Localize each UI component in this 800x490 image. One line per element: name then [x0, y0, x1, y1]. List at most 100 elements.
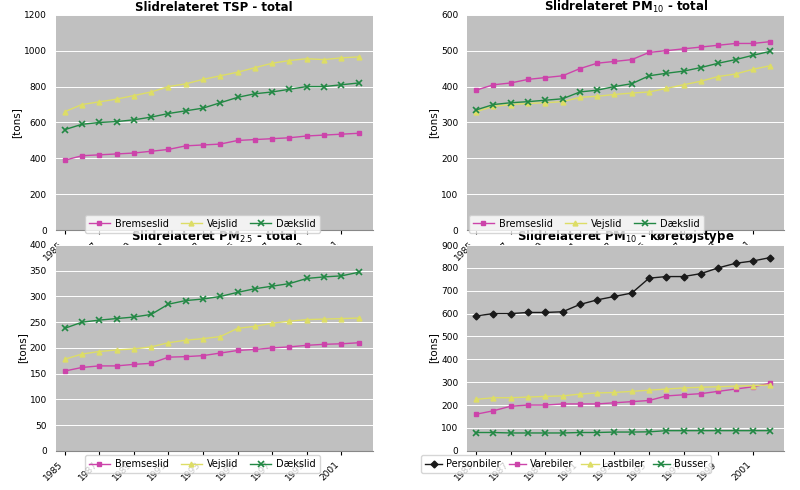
Dækslid	[354, 270, 363, 275]
Vejslid	[354, 315, 363, 321]
Vejslid	[198, 336, 208, 342]
Personbiler	[679, 273, 689, 279]
Bremseslid	[627, 57, 637, 63]
Dækslid	[319, 274, 329, 280]
Bremseslid	[337, 341, 346, 347]
Title: Slidrelateret PM$_{10}$ - køretøjstype: Slidrelateret PM$_{10}$ - køretøjstype	[517, 228, 734, 245]
Y-axis label: [tons]: [tons]	[11, 107, 21, 138]
Busser	[644, 429, 654, 435]
Vejslid	[112, 347, 122, 353]
Bremseslid	[146, 361, 156, 367]
Dækslid	[285, 86, 294, 92]
Bremseslid	[129, 150, 138, 156]
Bremseslid	[319, 342, 329, 347]
Dækslid	[129, 314, 138, 320]
Vejslid	[644, 89, 654, 95]
Personbiler	[558, 309, 567, 315]
Vejslid	[662, 85, 671, 91]
Busser	[523, 430, 533, 436]
Bremseslid	[112, 363, 122, 369]
Vejslid	[471, 109, 481, 115]
Vejslid	[593, 93, 602, 99]
Bremseslid	[215, 350, 225, 356]
Varebiler	[662, 393, 671, 399]
Dækslid	[319, 84, 329, 90]
Personbiler	[489, 311, 498, 317]
Bremseslid	[233, 138, 242, 144]
Y-axis label: [tons]: [tons]	[429, 332, 438, 364]
Vejslid	[696, 78, 706, 84]
Varebiler	[575, 401, 585, 407]
Bremseslid	[302, 343, 311, 348]
Busser	[558, 430, 567, 436]
Bremseslid	[181, 143, 190, 149]
Bremseslid	[679, 46, 689, 52]
Dækslid	[94, 317, 104, 323]
Dækslid	[146, 312, 156, 318]
Y-axis label: [tons]: [tons]	[17, 332, 27, 364]
Dækslid	[766, 49, 775, 54]
Vejslid	[610, 92, 619, 98]
Busser	[627, 429, 637, 435]
Bremseslid	[267, 345, 277, 351]
Vejslid	[558, 98, 567, 104]
Busser	[748, 428, 758, 434]
Dækslid	[215, 100, 225, 106]
Varebiler	[766, 380, 775, 386]
Vejslid	[730, 71, 740, 77]
Lastbiler	[730, 383, 740, 389]
Bremseslid	[250, 137, 260, 143]
Lastbiler	[593, 390, 602, 396]
Line: Vejslid: Vejslid	[474, 63, 773, 114]
Vejslid	[285, 57, 294, 63]
Personbiler	[610, 294, 619, 299]
Personbiler	[766, 255, 775, 261]
Dækslid	[77, 319, 86, 325]
Personbiler	[471, 313, 481, 319]
Varebiler	[523, 402, 533, 408]
Vejslid	[250, 323, 260, 329]
Lastbiler	[575, 391, 585, 397]
Bremseslid	[198, 142, 208, 148]
Dækslid	[267, 89, 277, 95]
Vejslid	[164, 340, 174, 346]
Bremseslid	[354, 340, 363, 346]
Personbiler	[523, 310, 533, 316]
Lastbiler	[541, 393, 550, 399]
Legend: Bremseslid, Vejslid, Dækslid: Bremseslid, Vejslid, Dækslid	[85, 215, 319, 233]
Personbiler	[748, 258, 758, 264]
Bremseslid	[319, 132, 329, 138]
Varebiler	[558, 401, 567, 407]
Dækslid	[181, 297, 190, 303]
Vejslid	[60, 109, 70, 115]
Title: Slidrelateret PM$_{10}$ - total: Slidrelateret PM$_{10}$ - total	[544, 0, 708, 15]
Dækslid	[748, 52, 758, 58]
Line: Dækslid: Dækslid	[473, 48, 774, 113]
Dækslid	[233, 290, 242, 295]
Personbiler	[627, 290, 637, 296]
Bremseslid	[337, 131, 346, 137]
Personbiler	[541, 310, 550, 316]
Dækslid	[198, 296, 208, 302]
Vejslid	[146, 344, 156, 350]
Bremseslid	[77, 365, 86, 370]
Lastbiler	[489, 395, 498, 401]
Line: Varebiler: Varebiler	[474, 381, 773, 416]
Y-axis label: [tons]: [tons]	[429, 107, 438, 138]
Bremseslid	[164, 147, 174, 152]
Dækslid	[250, 286, 260, 292]
Vejslid	[77, 101, 86, 107]
Dækslid	[644, 73, 654, 79]
Bremseslid	[644, 49, 654, 55]
Vejslid	[112, 96, 122, 102]
Personbiler	[662, 273, 671, 279]
Varebiler	[506, 403, 515, 409]
Personbiler	[644, 275, 654, 281]
Dækslid	[164, 301, 174, 307]
Bremseslid	[558, 73, 567, 79]
Bremseslid	[662, 48, 671, 53]
Bremseslid	[575, 66, 585, 72]
Bremseslid	[181, 354, 190, 360]
Line: Vejslid: Vejslid	[62, 316, 361, 362]
Dækslid	[146, 114, 156, 120]
